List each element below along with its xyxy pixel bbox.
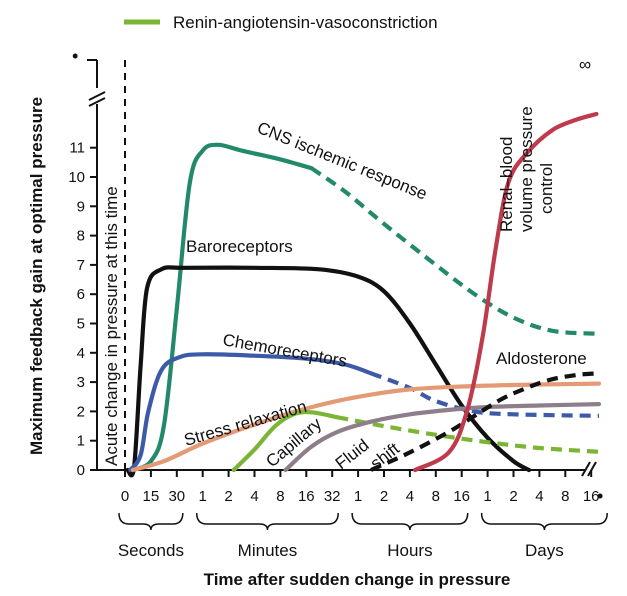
time-group-brace bbox=[195, 512, 339, 531]
series-chemoreceptors-solid bbox=[128, 352, 374, 473]
time-group-label: Hours bbox=[387, 541, 432, 560]
x-tick-label: 8 bbox=[432, 488, 440, 505]
label-fluid: Fluid bbox=[332, 435, 373, 473]
x-tick-label: 15 bbox=[143, 488, 160, 505]
series-fluid-shift-solid bbox=[283, 402, 602, 473]
y-tick-label: 3 bbox=[77, 374, 85, 391]
series-stress-relaxation-solid bbox=[130, 381, 602, 473]
x-tick-label: 0 bbox=[121, 488, 129, 505]
x-tick-label: 16 bbox=[583, 488, 600, 505]
y-tick-label: 10 bbox=[68, 169, 85, 186]
time-group-label: Seconds bbox=[118, 541, 184, 560]
y-axis-break-1 bbox=[88, 91, 106, 101]
x-tick-label: 2 bbox=[509, 488, 517, 505]
label-chemoreceptors: Chemoreceptors bbox=[221, 330, 348, 371]
series-cns-ischemic-response-solid bbox=[130, 142, 314, 473]
x-tick-label: 30 bbox=[168, 488, 185, 505]
y-tick-label: 11 bbox=[69, 140, 85, 157]
y-tick-label: 1 bbox=[77, 433, 85, 450]
series-capillary-fluid-shift-dashed bbox=[337, 415, 600, 454]
time-group-brace bbox=[351, 512, 469, 531]
time-group-brace bbox=[118, 512, 184, 531]
x-tick-label: 2 bbox=[380, 488, 388, 505]
renal-infinity-marker: ∞ bbox=[579, 55, 591, 74]
label-renal-line-1: Renal–blood bbox=[497, 137, 516, 232]
x-tick-label: 1 bbox=[199, 488, 207, 505]
x-tick-label: 8 bbox=[561, 488, 569, 505]
x-axis-title: Time after sudden change in pressure bbox=[204, 570, 511, 589]
label-baroreceptors: Baroreceptors bbox=[186, 237, 293, 256]
axes: • • bbox=[72, 46, 603, 506]
series-aldosterone-dashed bbox=[370, 371, 600, 472]
x-tick-label: 4 bbox=[250, 488, 258, 505]
x-tick-label: 2 bbox=[224, 488, 232, 505]
y-infinity-marker: • bbox=[72, 46, 78, 66]
time-group-brace bbox=[480, 512, 608, 531]
x-tick-label: 1 bbox=[354, 488, 362, 505]
x-tick-label: 8 bbox=[276, 488, 284, 505]
legend: Renin-angiotensin-vasoconstriction bbox=[124, 13, 438, 32]
y-tick-label: 0 bbox=[77, 462, 85, 479]
y-tick-label: 9 bbox=[77, 198, 85, 215]
x-tick-label: 4 bbox=[406, 488, 414, 505]
label-renal: Renal–blood volume pressure control bbox=[497, 106, 556, 232]
y-tick-label: 2 bbox=[77, 403, 85, 420]
label-aldosterone: Aldosterone bbox=[496, 349, 587, 368]
series-labels: CNS ischemic response Baroreceptors Chem… bbox=[102, 55, 591, 473]
x-tick-label: 32 bbox=[324, 488, 341, 505]
label-renal-line-3: control bbox=[537, 163, 556, 214]
legend-label-renin: Renin-angiotensin-vasoconstriction bbox=[173, 13, 438, 32]
y-tick-label: 6 bbox=[77, 286, 85, 303]
acute-annotation: Acute change in pressure at this time bbox=[102, 186, 121, 466]
series-renal-blood-volume-pressure-control-solid bbox=[413, 111, 599, 473]
y-tick-label: 4 bbox=[77, 345, 85, 362]
y-tick-label: 7 bbox=[77, 257, 85, 274]
series-lines bbox=[125, 111, 602, 478]
y-ticks: 0 1 2 3 4 5 6 7 8 9 10 11 bbox=[68, 140, 97, 479]
x-tick-label: 16 bbox=[298, 488, 315, 505]
series-cns-ischemic-response-dashed bbox=[310, 166, 600, 336]
y-axis-break-2 bbox=[88, 97, 106, 107]
x-infinity-marker: • bbox=[597, 486, 603, 506]
y-tick-label: 5 bbox=[77, 316, 85, 333]
x-tick-label: 1 bbox=[483, 488, 491, 505]
y-tick-label: 8 bbox=[77, 228, 85, 245]
x-axis-break-1 bbox=[581, 461, 591, 477]
series-capillary-fluid-shift-solid bbox=[231, 409, 340, 473]
time-group-label: Minutes bbox=[238, 541, 298, 560]
x-axis-break-2 bbox=[587, 461, 597, 477]
x-tick-label: 4 bbox=[535, 488, 543, 505]
time-group-label: Days bbox=[525, 541, 564, 560]
y-axis-title: Maximum feedback gain at optimal pressur… bbox=[27, 97, 46, 455]
time-group-braces: Seconds Minutes Hours Days bbox=[118, 512, 608, 560]
x-ticks: 0 15 30 1 2 4 8 16 32 1 2 4 8 16 1 2 4 8 16 bbox=[121, 470, 600, 505]
x-tick-label: 16 bbox=[453, 488, 470, 505]
label-renal-line-2: volume pressure bbox=[517, 106, 536, 232]
